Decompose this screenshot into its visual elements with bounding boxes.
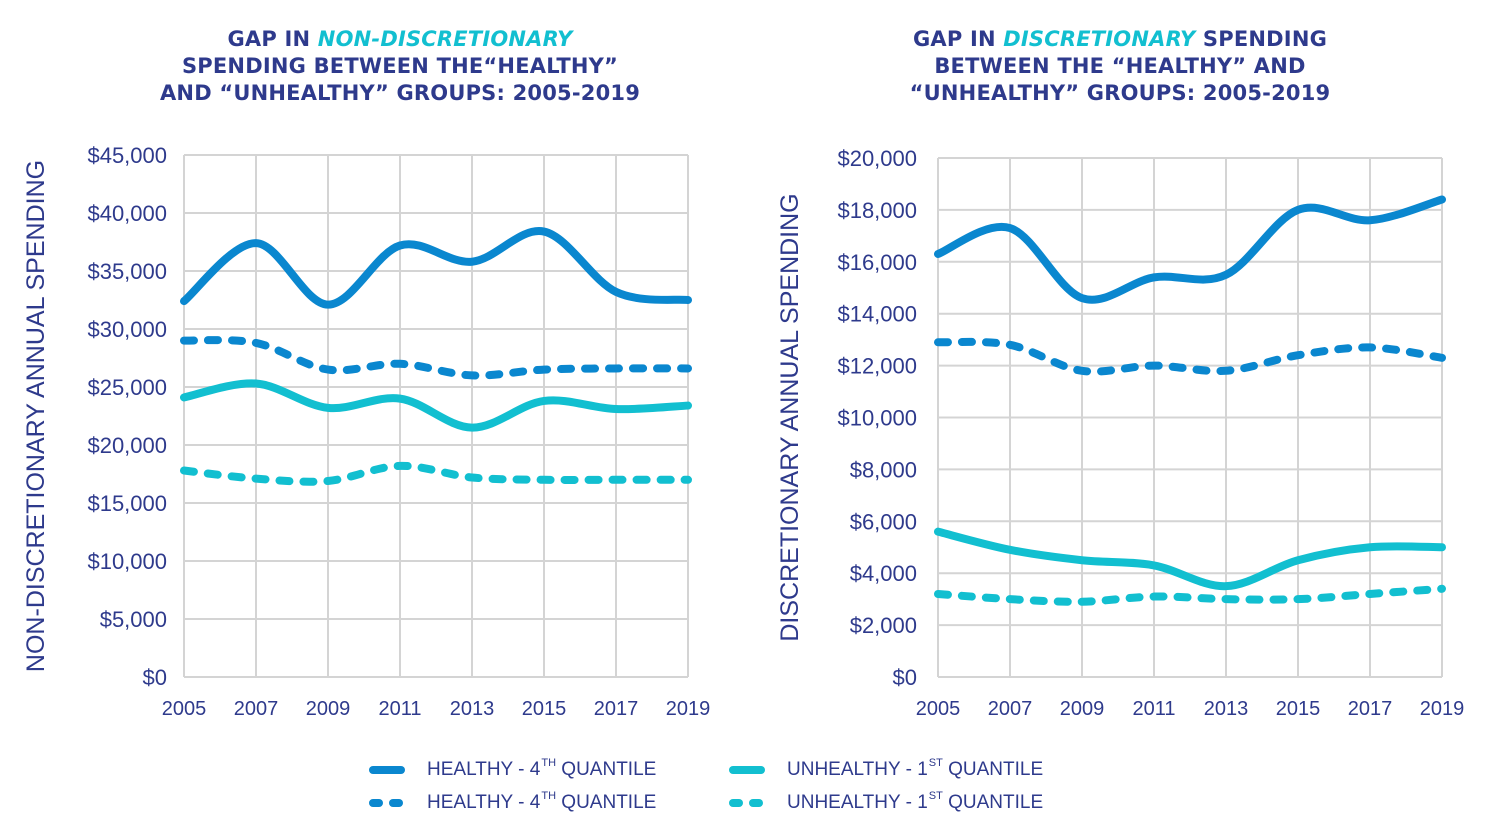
x-tick-label: 2009 [1060,698,1105,720]
series-line-unhealthy-dashed [180,461,692,486]
y-tick-label: $0 [893,665,917,690]
dashed-line-swatch-icon [365,791,409,815]
solid-line-swatch-icon [725,758,769,782]
title-highlight: DISCRETIONARY [1003,27,1196,51]
y-tick-label: $12,000 [837,354,917,379]
legend-item-unhealthy-solid[interactable]: UNHEALTHY - 1ST QUANTILE [725,757,1044,782]
y-tick-label: $30,000 [87,317,167,342]
y-tick-label: $20,000 [837,146,917,171]
x-tick-label: 2011 [1132,698,1175,720]
x-tick-label: 2011 [378,698,421,720]
x-tick-label: 2007 [988,698,1033,720]
x-tick-label: 2007 [234,698,279,720]
chart-discretionary: $0 $2,000 $4,000 $6,000 $8,000 $10,000 $12,000… [776,146,1464,720]
y-tick-label: $15,000 [87,491,167,516]
legend-item-unhealthy-dashed[interactable]: UNHEALTHY - 1ST QUANTILE [725,790,1044,815]
title-line-1: GAP IN NON-DISCRETIONARY [100,26,700,53]
legend-label: UNHEALTHY - 1ST QUANTILE [787,757,1044,780]
legend-label: HEALTHY - 4TH QUANTILE [427,790,657,813]
x-tick-label: 2005 [916,698,961,720]
y-tick-label: $0 [143,665,167,690]
y-tick-label: $18,000 [837,198,917,223]
y-tick-label: $20,000 [87,433,167,458]
title-text: GAP IN [912,27,1004,51]
x-tick-label: 2013 [450,698,495,720]
x-tick-label: 2019 [1420,698,1465,720]
chart-non-discretionary: $0 $5,000 $10,000 $15,000 $20,000 $25,000 $30,… [22,143,710,720]
y-tick-label: $35,000 [87,259,167,284]
title-text: SPENDING [1195,27,1328,51]
series-line-unhealthy-solid [934,527,1446,591]
legend-item-healthy-dashed[interactable]: HEALTHY - 4TH QUANTILE [365,790,657,815]
x-tick-label: 2017 [1348,698,1393,720]
y-axis-label: DISCRETIONARY ANNUAL SPENDING [776,193,804,641]
x-tick-label: 2005 [162,698,207,720]
x-tick-label: 2009 [306,698,351,720]
series-line-unhealthy-dashed [934,584,1446,606]
y-tick-label: $10,000 [837,406,917,431]
y-tick-label: $2,000 [850,613,917,638]
y-tick-label: $6,000 [850,509,917,534]
x-tick-label: 2019 [666,698,711,720]
series-line-healthy-dashed [934,337,1446,376]
x-tick-label: 2015 [522,698,567,720]
y-tick-label: $8,000 [850,457,917,482]
legend: HEALTHY - 4TH QUANTILE UNHEALTHY - 1ST Q… [365,757,1125,828]
dashed-line-swatch-icon [725,791,769,815]
legend-item-healthy-solid[interactable]: HEALTHY - 4TH QUANTILE [365,757,657,782]
chart-title-discretionary: GAP IN DISCRETIONARY SPENDING BETWEEN TH… [840,26,1400,107]
series-line-unhealthy-solid [180,379,692,432]
y-axis-label: NON-DISCRETIONARY ANNUAL SPENDING [22,160,50,672]
y-tick-label: $10,000 [87,549,167,574]
title-text: GAP IN [227,27,318,51]
legend-label: UNHEALTHY - 1ST QUANTILE [787,790,1044,813]
y-tick-label: $5,000 [100,607,167,632]
x-tick-label: 2015 [1276,698,1321,720]
x-tick-label: 2017 [594,698,639,720]
title-highlight: NON-DISCRETIONARY [317,27,573,51]
y-tick-label: $14,000 [837,302,917,327]
x-tick-label: 2013 [1204,698,1249,720]
title-line-3: AND “UNHEALTHY” GROUPS: 2005-2019 [159,81,641,105]
y-tick-label: $45,000 [87,143,167,168]
chart-title-non-discretionary: GAP IN NON-DISCRETIONARY SPENDING BETWEE… [100,26,700,107]
y-tick-label: $25,000 [87,375,167,400]
series-line-healthy-solid [180,227,692,309]
title-line-1: GAP IN DISCRETIONARY SPENDING [840,26,1400,53]
solid-line-swatch-icon [365,758,409,782]
title-line-3: “UNHEALTHY” GROUPS: 2005-2019 [909,81,1331,105]
y-tick-label: $16,000 [837,250,917,275]
legend-label: HEALTHY - 4TH QUANTILE [427,757,657,780]
series-line-healthy-dashed [180,336,692,380]
title-line-2: SPENDING BETWEEN THE“HEALTHY” [181,54,619,78]
title-line-2: BETWEEN THE “HEALTHY” AND [934,54,1306,78]
y-tick-label: $40,000 [87,201,167,226]
y-tick-label: $4,000 [850,561,917,586]
series-line-healthy-solid [934,195,1446,304]
